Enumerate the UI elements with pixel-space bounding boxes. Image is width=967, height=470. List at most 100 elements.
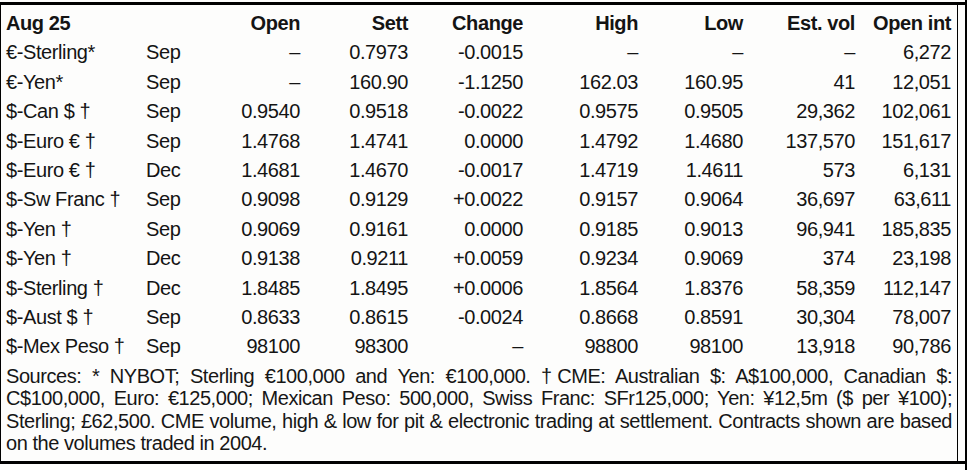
sett-cell: 1.8495 — [300, 274, 408, 303]
est-vol-cell: 374 — [743, 244, 855, 273]
col-header-sett: Sett — [300, 9, 408, 38]
sett-cell: 1.4741 — [300, 127, 408, 156]
month-cell: Dec — [146, 156, 204, 185]
open-cell: 0.9069 — [204, 215, 300, 244]
sett-cell: 0.8615 — [300, 303, 408, 332]
month-cell: Sep — [146, 303, 204, 332]
table-row: $-Euro € †Dec1.46811.4670-0.00171.47191.… — [6, 156, 952, 185]
low-cell: 0.9013 — [638, 215, 743, 244]
contract-cell: $-Sterling † — [6, 274, 146, 303]
month-cell: Dec — [146, 244, 204, 273]
table-row: $-Euro € †Sep1.47681.47410.00001.47921.4… — [6, 127, 952, 156]
low-cell: 0.9505 — [638, 97, 743, 126]
low-cell: 0.9069 — [638, 244, 743, 273]
col-header-low: Low — [638, 9, 743, 38]
month-cell: Dec — [146, 274, 204, 303]
sett-cell: 0.7973 — [300, 38, 408, 67]
right-inner-rule — [957, 2, 958, 464]
table-row: $-Aust $ †Sep0.86330.8615-0.00240.86680.… — [6, 303, 952, 332]
est-vol-cell: 36,697 — [743, 185, 855, 214]
est-vol-cell: 573 — [743, 156, 855, 185]
change-cell: -0.0017 — [408, 156, 523, 185]
low-cell: 0.8591 — [638, 303, 743, 332]
open-int-cell: 6,131 — [855, 156, 951, 185]
high-cell: – — [523, 38, 638, 67]
table-row: $-Sw Franc †Sep0.90980.9129+0.00220.9157… — [6, 185, 952, 214]
high-cell: 0.9575 — [523, 97, 638, 126]
contract-cell: $-Yen † — [6, 215, 146, 244]
low-cell: 1.4680 — [638, 127, 743, 156]
open-int-cell: 12,051 — [855, 68, 951, 97]
open-int-cell: 90,786 — [855, 332, 951, 361]
high-cell: 0.9185 — [523, 215, 638, 244]
change-cell: 0.0000 — [408, 127, 523, 156]
month-cell: Sep — [146, 97, 204, 126]
bottom-rule — [0, 461, 967, 464]
est-vol-cell: 13,918 — [743, 332, 855, 361]
open-int-cell: 6,272 — [855, 38, 951, 67]
month-cell: Sep — [146, 68, 204, 97]
open-int-cell: 102,061 — [855, 97, 951, 126]
high-cell: 98800 — [523, 332, 638, 361]
change-cell: -0.0015 — [408, 38, 523, 67]
est-vol-cell: 30,304 — [743, 303, 855, 332]
table-row: $-Yen †Dec0.91380.9211+0.00590.92340.906… — [6, 244, 952, 273]
low-cell: 1.8376 — [638, 274, 743, 303]
table-row: $-Sterling †Dec1.84851.8495+0.00061.8564… — [6, 274, 952, 303]
change-cell: -1.1250 — [408, 68, 523, 97]
sett-cell: 0.9211 — [300, 244, 408, 273]
low-cell: 160.95 — [638, 68, 743, 97]
open-cell: 1.8485 — [204, 274, 300, 303]
high-cell: 1.8564 — [523, 274, 638, 303]
open-cell: 0.9540 — [204, 97, 300, 126]
open-cell: 1.4768 — [204, 127, 300, 156]
contract-cell: $-Can $ † — [6, 97, 146, 126]
month-cell: Sep — [146, 185, 204, 214]
col-header-est-vol: Est. vol — [743, 9, 855, 38]
table-header-row: Aug 25 Open Sett Change High Low Est. vo… — [6, 9, 952, 38]
low-cell: 1.4611 — [638, 156, 743, 185]
table-row: €-Sterling*Sep–0.7973-0.0015–––6,272 — [6, 38, 952, 67]
month-cell: Sep — [146, 38, 204, 67]
est-vol-cell: 96,941 — [743, 215, 855, 244]
est-vol-cell: 29,362 — [743, 97, 855, 126]
low-cell: – — [638, 38, 743, 67]
left-rule — [0, 2, 1, 464]
col-header-open: Open — [204, 9, 300, 38]
date-label: Aug 25 — [6, 9, 146, 38]
col-header-high: High — [523, 9, 638, 38]
table-content: Aug 25 Open Sett Change High Low Est. vo… — [6, 9, 952, 454]
change-cell: +0.0022 — [408, 185, 523, 214]
contract-cell: $-Yen † — [6, 244, 146, 273]
change-cell: +0.0006 — [408, 274, 523, 303]
high-cell: 1.4719 — [523, 156, 638, 185]
contract-cell: €-Yen* — [6, 68, 146, 97]
sett-cell: 160.90 — [300, 68, 408, 97]
col-header-change: Change — [408, 9, 523, 38]
low-cell: 98100 — [638, 332, 743, 361]
contract-cell: $-Aust $ † — [6, 303, 146, 332]
change-cell: -0.0024 — [408, 303, 523, 332]
table-body: €-Sterling*Sep–0.7973-0.0015–––6,272€-Ye… — [6, 38, 952, 361]
open-int-cell: 185,835 — [855, 215, 951, 244]
est-vol-cell: – — [743, 38, 855, 67]
top-rule — [0, 2, 967, 5]
currency-futures-table-panel: Aug 25 Open Sett Change High Low Est. vo… — [0, 0, 967, 470]
contract-cell: €-Sterling* — [6, 38, 146, 67]
open-int-cell: 23,198 — [855, 244, 951, 273]
high-cell: 0.9234 — [523, 244, 638, 273]
month-cell: Sep — [146, 215, 204, 244]
contract-cell: $-Mex Peso † — [6, 332, 146, 361]
col-header-open-int: Open int — [855, 9, 951, 38]
open-int-cell: 78,007 — [855, 303, 951, 332]
sett-cell: 0.9129 — [300, 185, 408, 214]
open-cell: 0.8633 — [204, 303, 300, 332]
sources-footnote: Sources: * NYBOT; Sterling €100,000 and … — [6, 365, 952, 455]
high-cell: 0.9157 — [523, 185, 638, 214]
change-cell: +0.0059 — [408, 244, 523, 273]
est-vol-cell: 41 — [743, 68, 855, 97]
table-row: $-Yen †Sep0.90690.91610.00000.91850.9013… — [6, 215, 952, 244]
change-cell: -0.0022 — [408, 97, 523, 126]
open-cell: – — [204, 68, 300, 97]
sett-cell: 1.4670 — [300, 156, 408, 185]
